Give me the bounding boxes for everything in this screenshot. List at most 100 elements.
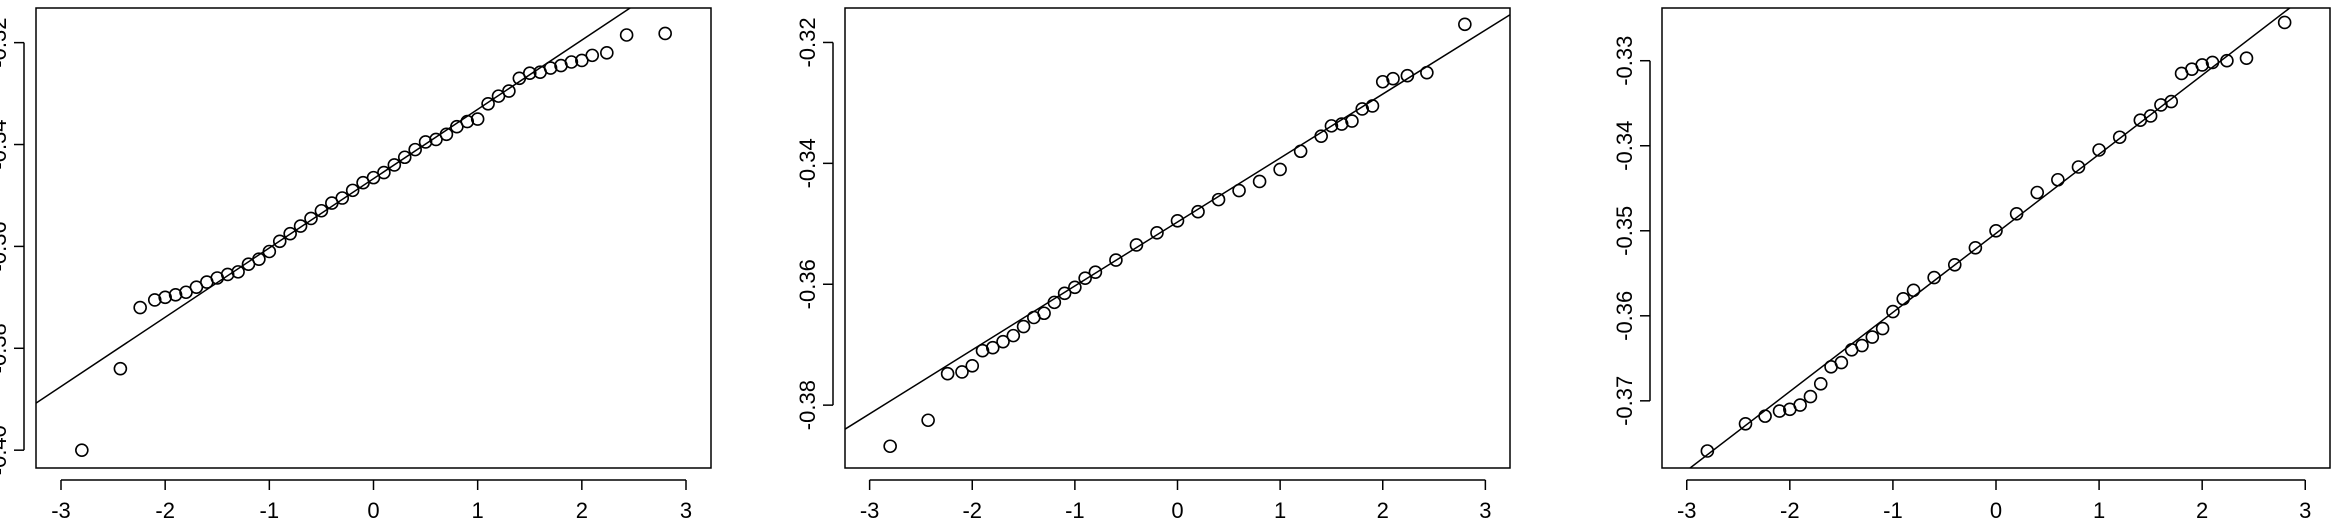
x-tick-label: -1 [1065,498,1085,523]
x-tick-label: 2 [576,498,588,523]
point [883,439,897,454]
point [585,48,600,63]
point [1129,238,1144,252]
plot-frame [844,7,1511,469]
y-tick-label: -0.35 [1612,206,1637,256]
point [1386,71,1400,86]
x-tick-label: 0 [367,498,379,523]
point [262,244,277,259]
point [955,365,969,379]
x-tick-label: -2 [1780,498,1800,523]
point [1293,144,1308,159]
y-tick-label: -0.37 [1612,376,1637,426]
point [2164,94,2179,109]
point [1324,119,1339,133]
point [1191,204,1205,219]
point [133,300,147,315]
point [470,112,485,126]
point [940,366,955,381]
point [965,359,980,373]
point [1273,162,1287,177]
point [113,361,128,376]
point [1772,404,1787,418]
point [1700,444,1715,458]
point [996,334,1010,349]
point [1109,253,1123,267]
point [2195,58,2209,72]
point [220,267,235,282]
point [345,183,360,198]
point [1793,398,1807,412]
point [1365,99,1380,113]
point [335,191,350,205]
x-tick-label: 1 [472,498,484,523]
panel: -3 -2 -1 0 1 2 3 -0.40 -0.38 -0.36 -0.34 -0.32 [0,7,712,523]
x-tick-label: 2 [2196,498,2208,523]
x-tick-label: -3 [51,498,71,523]
point [252,252,266,266]
reference-line [1688,8,2291,468]
point [1989,223,2003,238]
y-tick-label: -0.33 [1612,36,1637,86]
point [1006,328,1021,343]
y-tick-label: -0.32 [795,17,820,67]
y-tick-label: -0.36 [795,259,820,309]
x-tick-label: 3 [2299,498,2311,523]
x-tick-label: -2 [962,498,982,523]
x-tick-label: 3 [680,498,692,523]
point [1232,183,1246,198]
point [1947,257,1962,272]
point [1057,286,1072,301]
point [283,226,297,241]
plot-frame [1661,7,2331,469]
point [272,234,287,249]
y-tick-label: -0.34 [1612,121,1637,171]
point [168,287,183,302]
point [2030,185,2045,200]
point [2220,53,2234,68]
point [1314,129,1328,143]
point [1170,213,1185,228]
point [1834,355,1849,370]
point [1345,114,1359,128]
point [985,340,1000,355]
panel: -3 -2 -1 0 1 2 3 -0.37 -0.36 -0.35 -0.34 -0.33 [1612,7,2331,523]
point [522,66,537,81]
point [1458,17,1472,32]
point [619,28,634,42]
y-tick-label: -0.38 [795,380,820,430]
point [481,96,495,111]
point [658,26,672,41]
point [1047,295,1062,310]
x-tick-label: -3 [1677,498,1697,523]
point [1211,192,1226,207]
y-tick-label: -0.40 [0,425,11,475]
y-tick-label: -0.38 [0,323,11,373]
point [1896,291,1911,306]
x-tick-label: 2 [1377,498,1389,523]
point [1886,304,1900,319]
point [1803,389,1818,404]
point [600,46,614,60]
point [2239,51,2254,65]
point [1813,377,1828,391]
point [231,265,245,279]
point [75,443,89,457]
point [1037,306,1051,321]
point [387,158,402,172]
y-tick-label: -0.32 [0,18,11,68]
point [2092,143,2106,157]
y-tick-label: -0.34 [795,138,820,188]
point [1968,240,1983,255]
x-tick-label: 3 [1479,498,1491,523]
point [2051,172,2065,187]
point [1016,319,1031,334]
point [1927,270,1941,285]
point [1150,226,1164,240]
point [2009,206,2024,221]
point [1088,265,1103,279]
point [1875,321,1890,336]
point [1420,65,1434,80]
point [408,142,422,157]
